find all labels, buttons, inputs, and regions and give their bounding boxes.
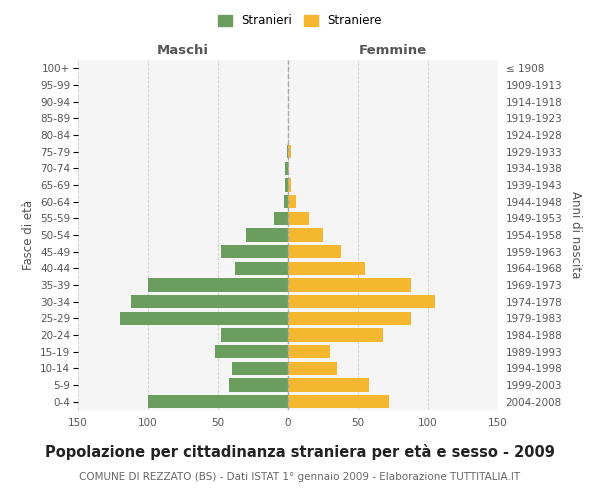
Bar xyxy=(229,378,288,392)
Bar xyxy=(288,378,369,392)
Bar xyxy=(221,328,288,342)
Bar xyxy=(288,145,291,158)
Bar xyxy=(274,212,288,225)
Bar xyxy=(288,178,291,192)
Bar xyxy=(288,278,411,291)
Bar xyxy=(148,395,288,408)
Bar xyxy=(246,228,288,241)
Bar xyxy=(288,195,296,208)
Text: Popolazione per cittadinanza straniera per età e sesso - 2009: Popolazione per cittadinanza straniera p… xyxy=(45,444,555,460)
Bar xyxy=(288,312,411,325)
Legend: Stranieri, Straniere: Stranieri, Straniere xyxy=(214,11,386,31)
Text: Maschi: Maschi xyxy=(157,44,209,57)
Bar xyxy=(221,245,288,258)
Bar xyxy=(148,278,288,291)
Bar xyxy=(288,162,289,175)
Bar xyxy=(131,295,288,308)
Bar xyxy=(284,195,288,208)
Bar xyxy=(235,262,288,275)
Bar xyxy=(288,362,337,375)
Y-axis label: Anni di nascita: Anni di nascita xyxy=(569,192,582,278)
Bar xyxy=(215,345,288,358)
Bar xyxy=(288,345,330,358)
Y-axis label: Fasce di età: Fasce di età xyxy=(22,200,35,270)
Bar xyxy=(288,212,309,225)
Bar xyxy=(232,362,288,375)
Bar xyxy=(288,245,341,258)
Text: COMUNE DI REZZATO (BS) - Dati ISTAT 1° gennaio 2009 - Elaborazione TUTTITALIA.IT: COMUNE DI REZZATO (BS) - Dati ISTAT 1° g… xyxy=(79,472,521,482)
Bar xyxy=(288,262,365,275)
Bar xyxy=(120,312,288,325)
Bar xyxy=(288,295,435,308)
Bar xyxy=(288,328,383,342)
Bar xyxy=(288,228,323,241)
Text: Femmine: Femmine xyxy=(359,44,427,57)
Bar xyxy=(285,162,288,175)
Bar xyxy=(285,178,288,192)
Bar xyxy=(288,395,389,408)
Bar xyxy=(287,145,288,158)
